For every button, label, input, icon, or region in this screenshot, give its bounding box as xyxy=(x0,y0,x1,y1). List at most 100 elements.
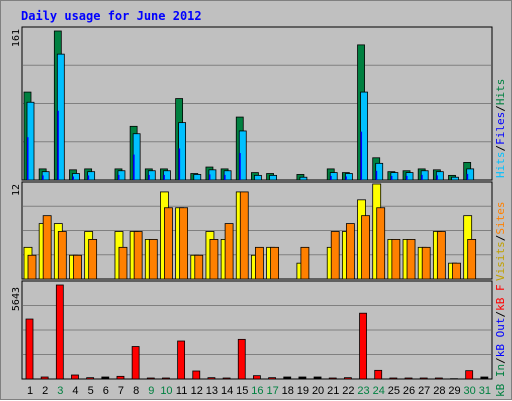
legend-item: Sites xyxy=(494,202,507,235)
kbytes-bar xyxy=(329,378,336,379)
sites-bar xyxy=(301,247,309,279)
sites-bar xyxy=(468,239,476,279)
kbytes-bar xyxy=(284,377,291,379)
sites-bar xyxy=(377,208,385,279)
sites-bar xyxy=(195,255,203,279)
sites-bar xyxy=(73,255,81,279)
kbytes-bar xyxy=(360,313,367,379)
files-bar-inner xyxy=(148,175,150,180)
files-bar-inner xyxy=(133,155,135,180)
kbytes-bar xyxy=(102,377,109,379)
kbytes-bar xyxy=(299,377,306,379)
sites-bar xyxy=(437,232,445,280)
files-bar-inner xyxy=(209,174,211,180)
sites-bar xyxy=(453,263,461,279)
legend-item: kB In xyxy=(494,364,507,397)
kbytes-bar xyxy=(56,285,63,379)
x-tick-label: 20 xyxy=(312,385,324,397)
sites-bar xyxy=(89,239,97,279)
x-tick-label: 10 xyxy=(160,385,172,397)
files-bar-inner xyxy=(88,175,90,180)
sites-bar xyxy=(392,239,400,279)
sites-bar xyxy=(362,216,370,279)
sites-bar xyxy=(271,247,279,279)
x-tick-label: 12 xyxy=(191,385,203,397)
files-bar-inner xyxy=(224,175,226,180)
files-bar-inner xyxy=(376,171,378,180)
kbytes-bar xyxy=(117,376,124,379)
sites-bar xyxy=(164,208,172,279)
legend-item: Hits xyxy=(494,79,507,106)
x-tick-label: 15 xyxy=(236,385,248,397)
legend-separator: / xyxy=(494,145,507,152)
x-tick-label: 17 xyxy=(266,385,278,397)
sites-bar xyxy=(58,232,66,280)
kbytes-bar xyxy=(375,370,382,379)
legend-item: Files xyxy=(494,112,507,145)
files-bar xyxy=(254,175,261,180)
kbytes-bar xyxy=(71,375,78,379)
x-tick-label: 22 xyxy=(342,385,354,397)
sites-bar xyxy=(422,247,430,279)
files-bar-inner xyxy=(118,175,120,180)
kbytes-bar xyxy=(41,377,48,379)
x-tick-label: 6 xyxy=(103,385,109,397)
x-tick-label: 9 xyxy=(148,385,154,397)
x-tick-label: 7 xyxy=(118,385,124,397)
files-bar-inner xyxy=(421,175,423,180)
y-max-label: 12 xyxy=(11,184,22,196)
files-bar-inner xyxy=(42,175,44,180)
files-bar-inner xyxy=(361,132,363,180)
x-tick-label: 19 xyxy=(297,385,309,397)
sites-bar xyxy=(331,232,339,280)
sites-bar xyxy=(210,239,218,279)
legend-item: kB F xyxy=(494,284,507,311)
kbytes-bar xyxy=(253,376,260,379)
kbytes-bar xyxy=(238,339,245,379)
legend-separator: / xyxy=(494,357,507,364)
legend-item: kB Out xyxy=(494,318,507,358)
kbytes-bar xyxy=(481,377,488,379)
files-bar-inner xyxy=(406,176,408,180)
y-max-label: 5643 xyxy=(11,287,22,311)
x-tick-label: 25 xyxy=(388,385,400,397)
kbytes-bar xyxy=(344,378,351,379)
sites-bar xyxy=(407,239,415,279)
kbytes-bar xyxy=(390,378,397,379)
sites-bar xyxy=(346,224,354,279)
sites-bar xyxy=(134,232,142,280)
kbytes-bar xyxy=(466,371,473,379)
legend: kB In/kB Out/kB F xyxy=(494,284,507,397)
sites-bar xyxy=(28,255,36,279)
sites-bar xyxy=(180,208,188,279)
sites-bar xyxy=(43,216,51,279)
x-tick-label: 24 xyxy=(373,385,385,397)
x-tick-label: 8 xyxy=(133,385,139,397)
files-bar-inner xyxy=(239,153,241,180)
x-tick-label: 30 xyxy=(464,385,476,397)
legend-item: Hits xyxy=(494,152,507,179)
x-tick-label: 29 xyxy=(448,385,460,397)
x-tick-label: 1 xyxy=(27,385,33,397)
legend-separator: / xyxy=(494,311,507,318)
files-bar-inner xyxy=(391,176,393,180)
x-tick-label: 23 xyxy=(357,385,369,397)
sites-bar xyxy=(119,247,127,279)
kbytes-bar xyxy=(269,378,276,379)
files-bar-inner xyxy=(27,137,29,180)
x-tick-label: 21 xyxy=(327,385,339,397)
x-tick-label: 5 xyxy=(88,385,94,397)
kbytes-bar xyxy=(314,377,321,379)
kbytes-bar xyxy=(147,378,154,379)
x-tick-label: 4 xyxy=(72,385,78,397)
x-tick-label: 31 xyxy=(479,385,491,397)
files-bar-inner xyxy=(179,148,181,180)
sites-bar xyxy=(225,224,233,279)
x-tick-label: 13 xyxy=(206,385,218,397)
x-tick-label: 28 xyxy=(433,385,445,397)
kbytes-bar xyxy=(420,378,427,379)
files-bar-inner xyxy=(436,175,438,180)
files-bar-inner xyxy=(330,176,332,180)
kbytes-bar xyxy=(193,371,200,379)
